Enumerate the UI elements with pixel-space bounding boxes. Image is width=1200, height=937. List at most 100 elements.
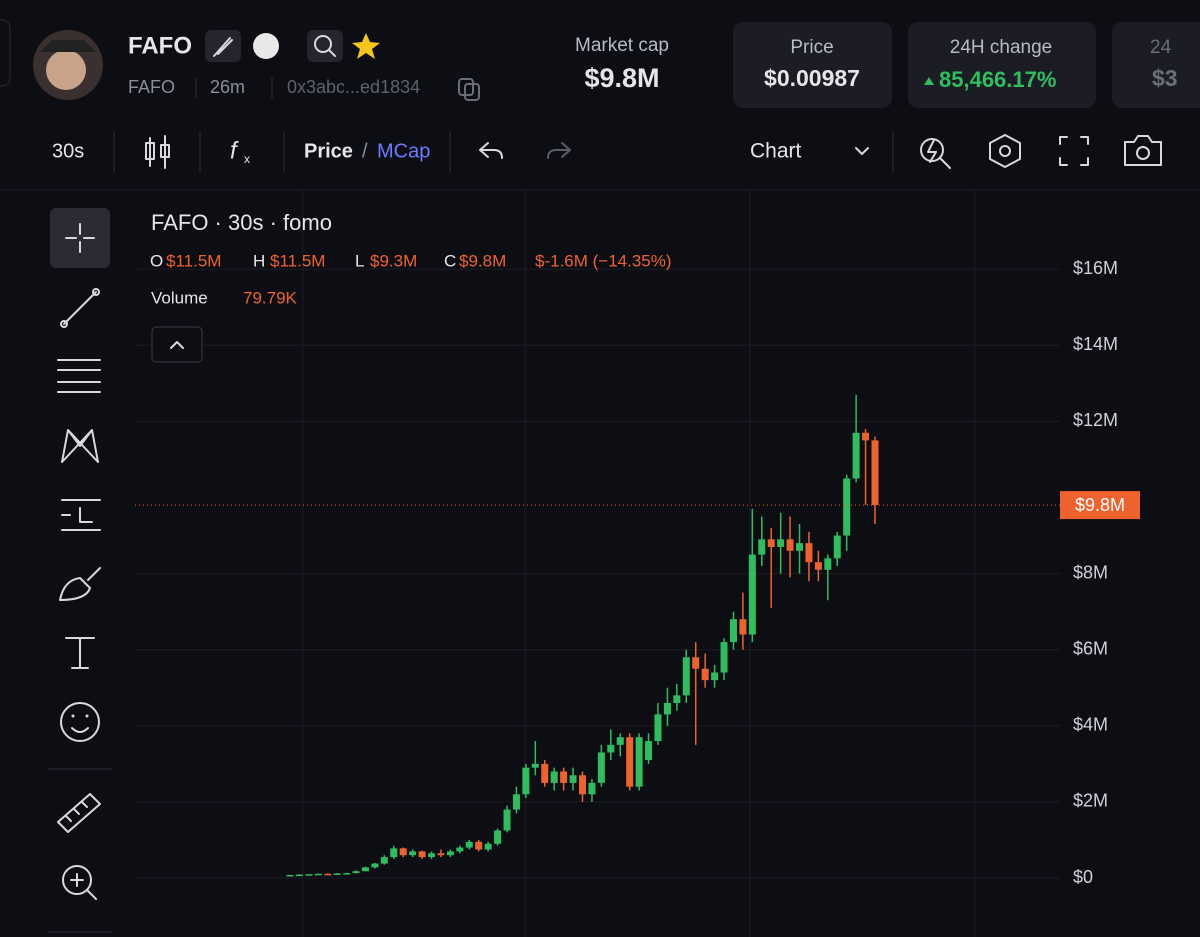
interval-button[interactable]: 30s bbox=[52, 140, 84, 162]
alert-icon[interactable] bbox=[920, 138, 944, 162]
indicators-icon[interactable]: f bbox=[230, 137, 239, 164]
candle-body bbox=[418, 851, 426, 858]
emoji-eye bbox=[71, 714, 75, 718]
candle-body bbox=[456, 847, 464, 852]
emoji-tool[interactable] bbox=[60, 702, 100, 742]
screenshot-lens bbox=[1136, 146, 1150, 160]
screenshot-icon[interactable] bbox=[1124, 135, 1162, 166]
back-button[interactable] bbox=[0, 19, 11, 87]
stat-card bbox=[908, 22, 1096, 108]
candle-body bbox=[711, 672, 719, 681]
candle-body bbox=[579, 775, 586, 795]
stat-value: 85,466.17% bbox=[939, 67, 1056, 92]
candle-body bbox=[352, 871, 360, 874]
candle-body bbox=[777, 539, 785, 547]
search-button[interactable] bbox=[307, 30, 343, 62]
candle-body bbox=[739, 619, 747, 635]
candle-body bbox=[371, 863, 379, 868]
candle-body bbox=[314, 873, 322, 876]
fullscreen-icon[interactable] bbox=[1059, 136, 1089, 166]
candle-body bbox=[560, 771, 568, 783]
y-tick-label: $6M bbox=[1073, 638, 1108, 658]
legend-change: $-1.6M (−14.35%) bbox=[535, 251, 672, 270]
y-tick-label: $4M bbox=[1073, 715, 1108, 735]
candle-body bbox=[531, 763, 539, 768]
ticker: FAFO bbox=[128, 77, 175, 97]
candle-body bbox=[814, 562, 822, 570]
volume-value: 79.79K bbox=[243, 288, 298, 307]
candle-body bbox=[343, 873, 351, 875]
candle-body bbox=[569, 775, 577, 783]
legend-value: $11.5M bbox=[166, 251, 221, 270]
legend-value: $9.3M bbox=[370, 251, 417, 270]
candle-body bbox=[503, 809, 511, 831]
up-arrow bbox=[924, 77, 934, 85]
token-name: FAFO bbox=[128, 32, 192, 59]
age: 26m bbox=[210, 77, 245, 97]
settings-icon-center bbox=[999, 145, 1011, 157]
candle-body bbox=[852, 432, 860, 479]
copy-icon bbox=[464, 83, 480, 101]
candle-body bbox=[701, 668, 709, 681]
tool-dot bbox=[92, 288, 100, 296]
candle-body bbox=[380, 857, 388, 864]
indicators-icon-sub: x bbox=[244, 152, 250, 166]
candle-body bbox=[484, 843, 492, 850]
ruler-tool[interactable] bbox=[57, 793, 101, 833]
candle-body bbox=[494, 830, 502, 844]
y-tick-label: $12M bbox=[1073, 410, 1118, 430]
legend-key: C bbox=[444, 251, 456, 270]
stat-label: Price bbox=[790, 37, 833, 58]
pattern-tool[interactable] bbox=[61, 429, 99, 463]
stat-value: $9.8M bbox=[584, 63, 659, 93]
emoji-smile bbox=[71, 727, 89, 733]
candle-body bbox=[843, 478, 851, 536]
candle-body bbox=[465, 841, 473, 848]
chart-select[interactable]: Chart bbox=[750, 140, 802, 163]
tool-dot bbox=[60, 320, 68, 328]
favorite-star[interactable] bbox=[352, 33, 380, 59]
settings-icon[interactable] bbox=[989, 134, 1021, 168]
stat-label: 24H change bbox=[950, 37, 1052, 58]
trendline-tool[interactable] bbox=[63, 291, 97, 325]
candle-body bbox=[305, 874, 313, 876]
zoom-tool[interactable] bbox=[62, 865, 92, 895]
feather-icon bbox=[213, 37, 233, 57]
candle-body bbox=[428, 853, 436, 858]
candle-body bbox=[626, 737, 634, 787]
candle-type-icon[interactable] bbox=[145, 135, 170, 169]
candle-body bbox=[645, 741, 653, 761]
last-price-badge bbox=[1060, 491, 1140, 520]
candle-body bbox=[522, 767, 530, 795]
candle-body bbox=[663, 702, 671, 715]
candle-body bbox=[720, 642, 728, 673]
chart bbox=[135, 190, 1060, 937]
collapse-legend[interactable] bbox=[151, 326, 203, 363]
mcap-toggle[interactable]: MCap bbox=[377, 140, 430, 162]
candle-body bbox=[446, 851, 454, 856]
zoom-icon bbox=[70, 873, 97, 900]
stat-value: $0.00987 bbox=[764, 65, 860, 91]
measure-tool[interactable] bbox=[61, 499, 101, 531]
text-tool[interactable] bbox=[65, 637, 95, 669]
price-toggle[interactable]: Price bbox=[304, 140, 353, 162]
candle-body bbox=[550, 771, 558, 783]
volume-label: Volume bbox=[151, 288, 208, 307]
redo-button[interactable] bbox=[547, 142, 571, 159]
undo-button[interactable] bbox=[479, 142, 503, 159]
legend-key: O bbox=[150, 251, 163, 270]
brush-tool[interactable] bbox=[59, 567, 101, 601]
avatar-hat bbox=[40, 40, 96, 52]
stat-card bbox=[733, 22, 892, 108]
fib-tool[interactable] bbox=[57, 359, 101, 393]
candle-body bbox=[833, 535, 841, 559]
legend-key: L bbox=[355, 251, 364, 270]
candle-body bbox=[607, 744, 615, 753]
crosshair-tool[interactable] bbox=[50, 208, 110, 268]
candle-body bbox=[475, 841, 483, 850]
legend-value: $9.8M bbox=[459, 251, 506, 270]
candle-body bbox=[295, 874, 303, 877]
search-handle bbox=[328, 49, 336, 57]
